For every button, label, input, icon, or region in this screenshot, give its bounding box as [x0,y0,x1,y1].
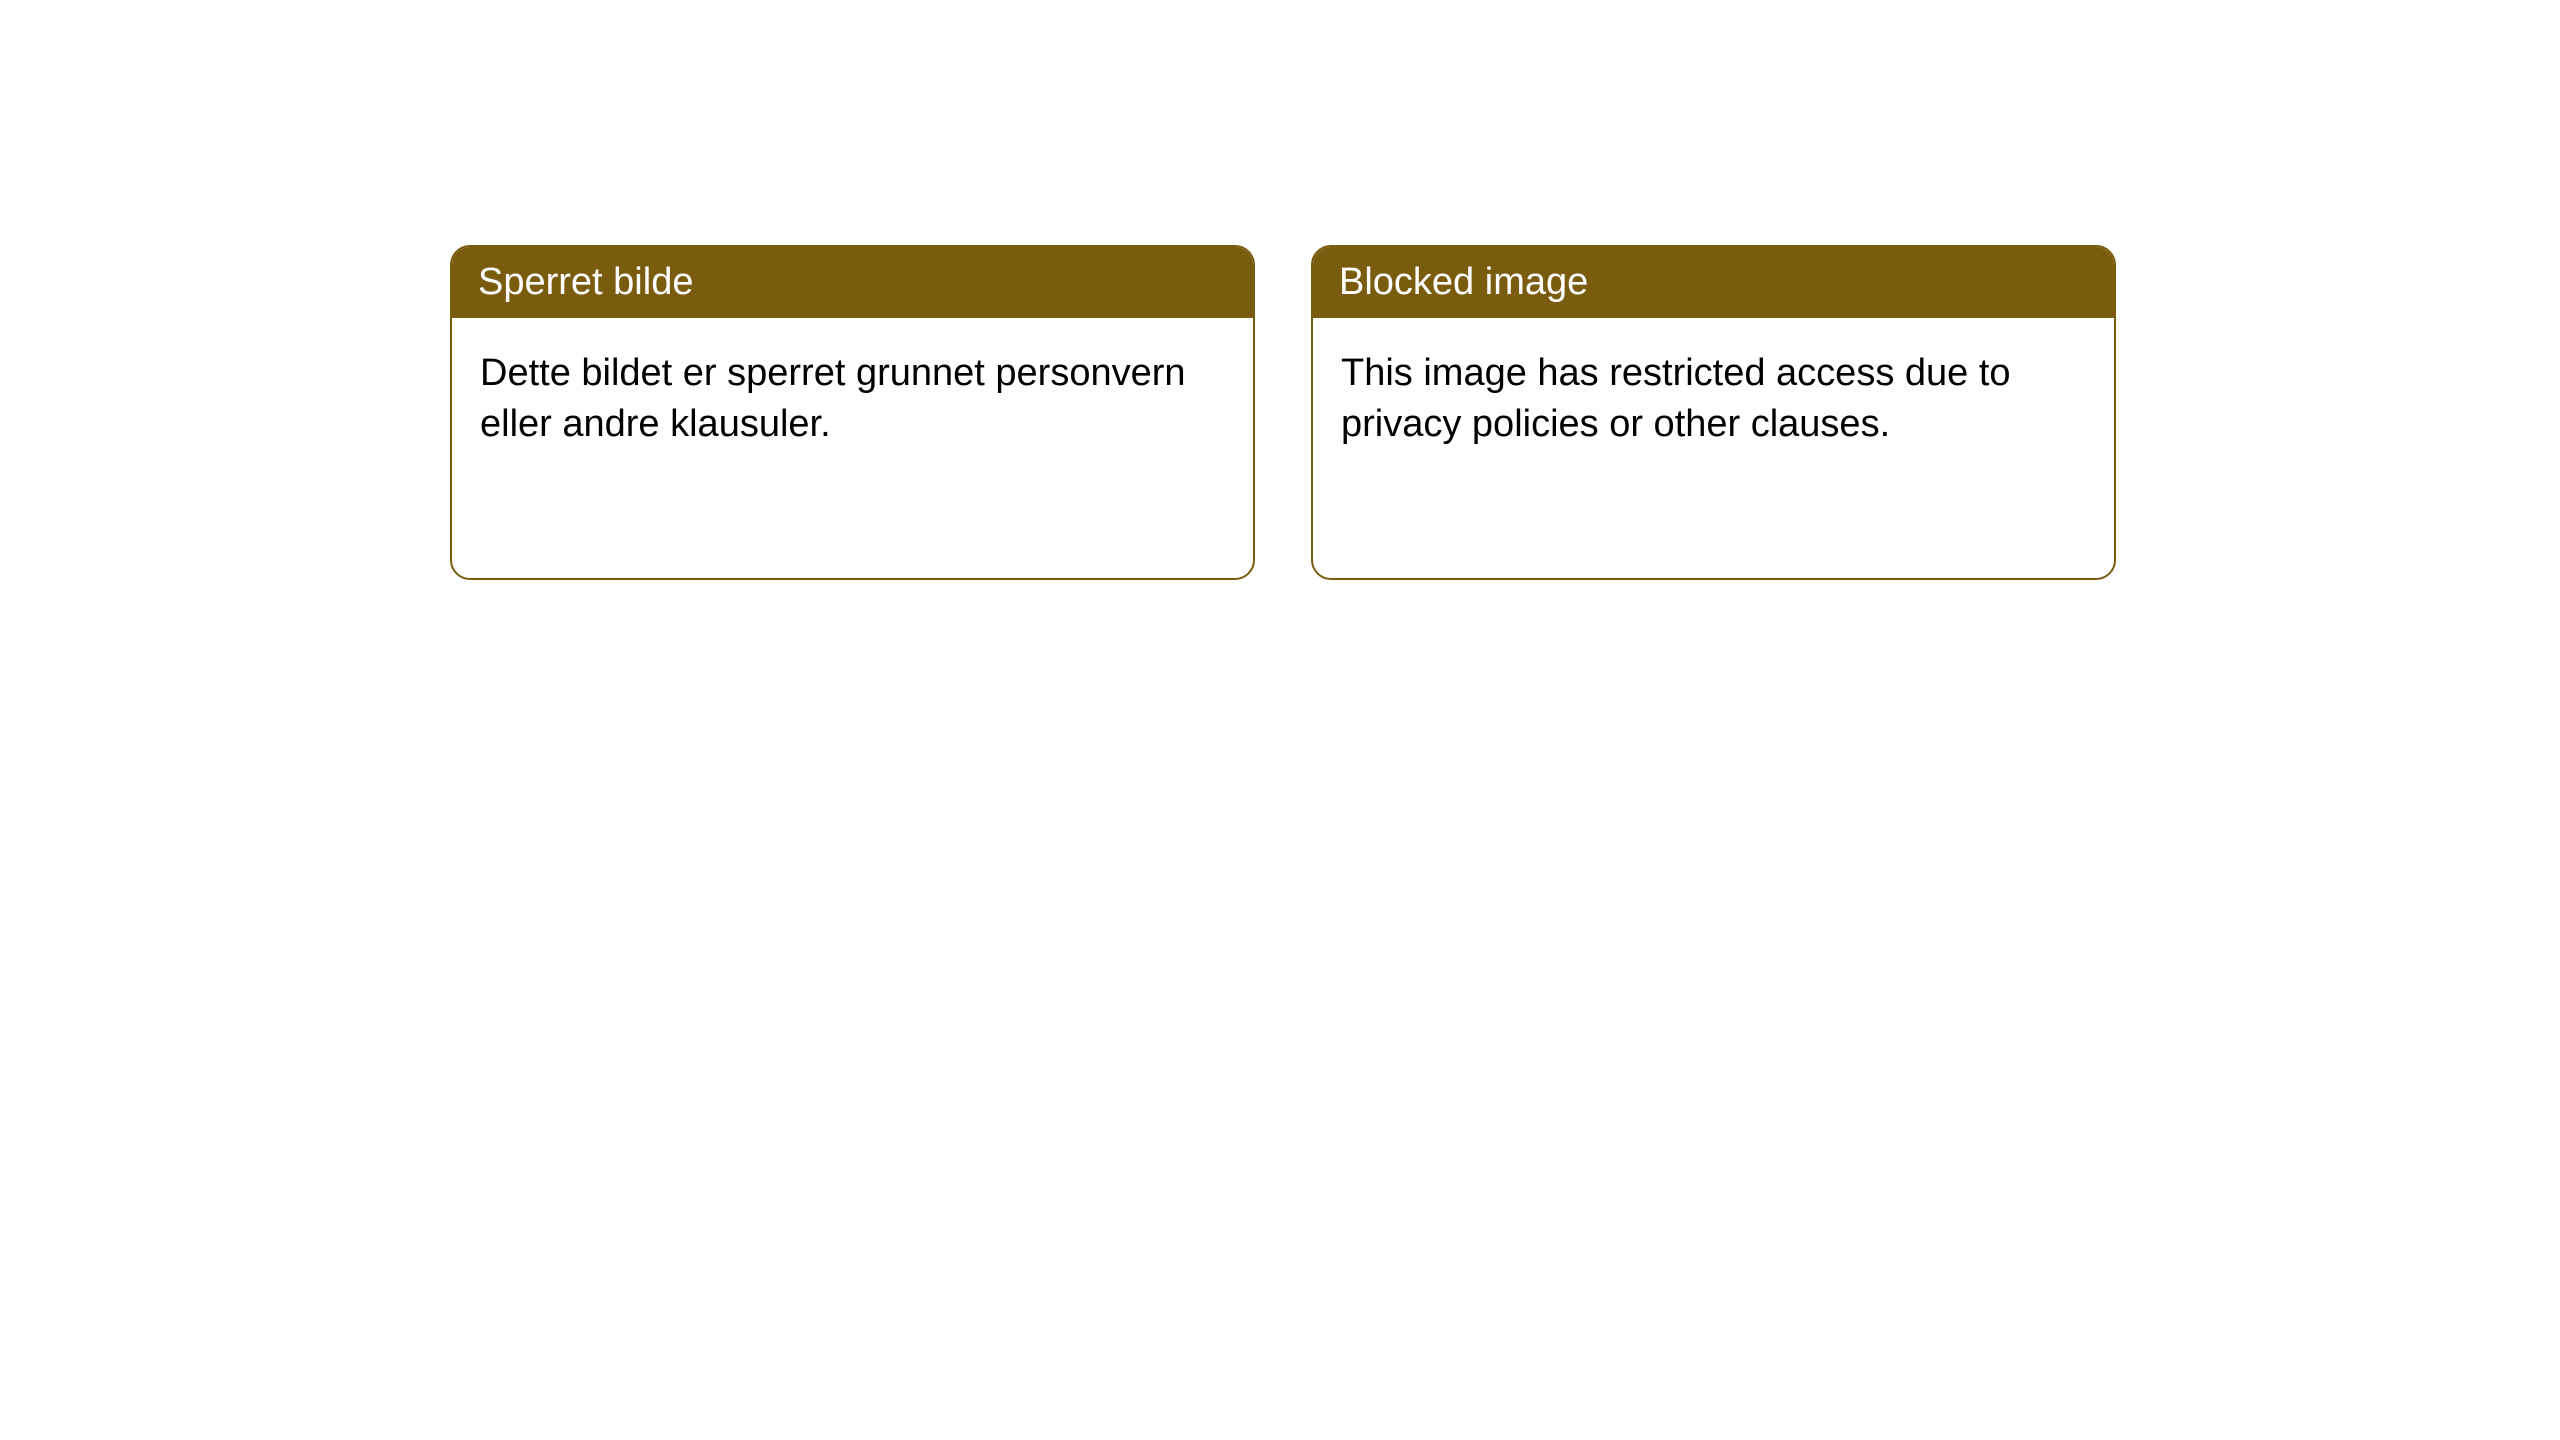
card-body-text: This image has restricted access due to … [1341,352,2011,445]
card-title: Sperret bilde [478,261,693,303]
card-body: This image has restricted access due to … [1313,318,2114,481]
card-title: Blocked image [1339,261,1588,303]
notice-card-norwegian: Sperret bilde Dette bildet er sperret gr… [450,245,1255,580]
card-header: Blocked image [1313,247,2114,318]
card-header: Sperret bilde [452,247,1253,318]
card-body-text: Dette bildet er sperret grunnet personve… [480,352,1186,445]
card-body: Dette bildet er sperret grunnet personve… [452,318,1253,481]
notice-cards-container: Sperret bilde Dette bildet er sperret gr… [0,0,2560,580]
notice-card-english: Blocked image This image has restricted … [1311,245,2116,580]
